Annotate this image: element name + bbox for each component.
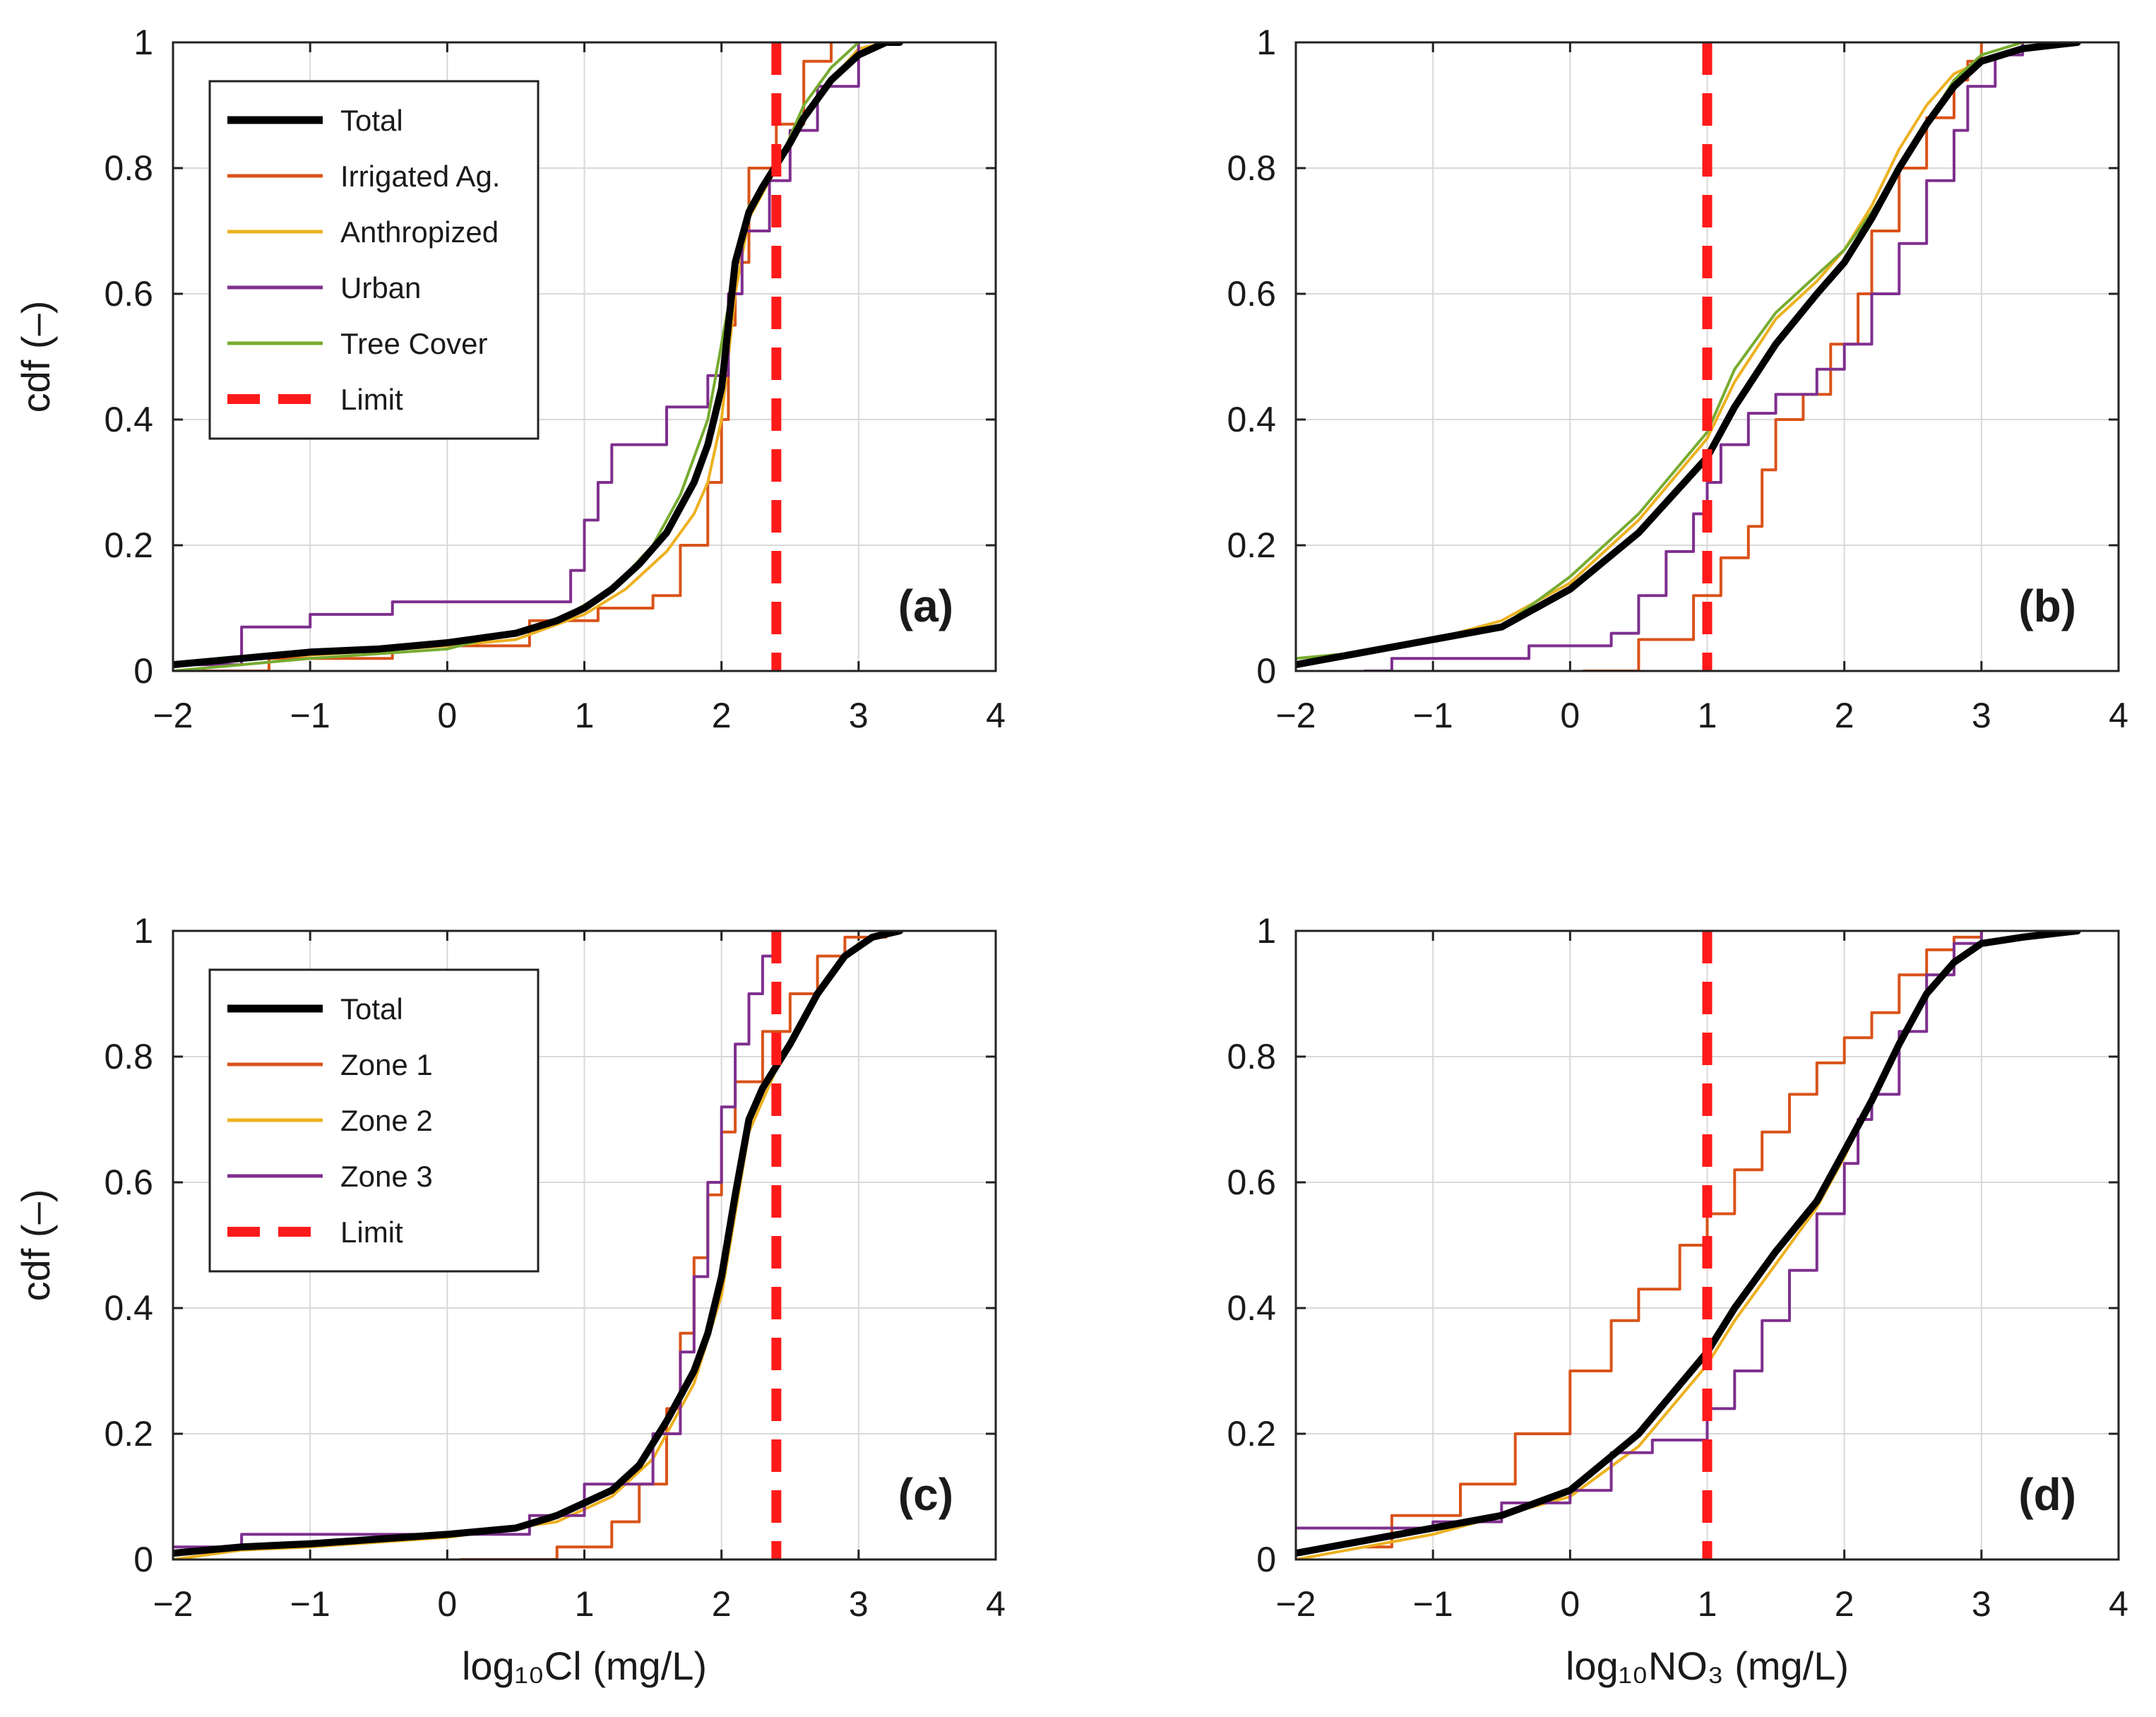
y-tick-label: 0.8 — [104, 1037, 153, 1076]
series-group — [1296, 42, 2081, 671]
y-tick-label: 0.4 — [1227, 400, 1276, 439]
x-tick-label: 2 — [712, 696, 732, 735]
x-tick-label: 3 — [849, 696, 869, 735]
y-tick-label: 0.2 — [1227, 1414, 1276, 1454]
series-line-urban — [1363, 42, 2025, 671]
series-line-anthropized — [1296, 42, 2079, 667]
chart-panel-4: −2 −1 0 1 2 3 4 0 0.2 0.4 0.6 0.8 1 (d) log₁₀NO₃ (mg/L… — [1227, 911, 2128, 1688]
chart-panel-1: −2 −1 0 1 2 3 4 0 0.2 0.4 0.6 0.8 1 (a) cdf (–) Total Ir… — [13, 23, 1006, 735]
x-tick-label: 1 — [575, 696, 595, 735]
y-tick-label: 0.4 — [104, 1288, 153, 1328]
chart-panel-3: −2 −1 0 1 2 3 4 0 0.2 0.4 0.6 0.8 1 (c) cdf (–) log₁₀Cl… — [13, 911, 1006, 1688]
x-axis-label: log₁₀NO₃ (mg/L) — [1566, 1644, 1849, 1688]
y-tick-label: 0 — [1256, 1540, 1276, 1579]
y-tick-label: 0.4 — [104, 400, 153, 439]
y-tick-label: 0.6 — [104, 1163, 153, 1202]
y-tick-label: 1 — [1256, 911, 1276, 951]
x-tick-label: 1 — [1698, 696, 1717, 735]
y-tick-label: 1 — [1256, 23, 1276, 62]
y-tick-label: 1 — [133, 23, 153, 62]
legend-label-irrigated-ag: Irrigated Ag. — [340, 160, 500, 193]
x-tick-label: 4 — [986, 1584, 1006, 1624]
legend-label-total: Total — [340, 992, 403, 1026]
x-tick-label: 0 — [1560, 1584, 1580, 1624]
x-tick-label: −2 — [153, 1584, 193, 1624]
plot-frame — [172, 41, 997, 672]
x-tick-label: 4 — [986, 696, 1006, 735]
legend-label-limit: Limit — [340, 383, 403, 416]
x-tick-label: −1 — [1413, 696, 1453, 735]
x-tick-label: 3 — [849, 1584, 869, 1624]
y-axis-label: cdf (–) — [13, 301, 58, 413]
series-line-zone-3 — [173, 931, 778, 1549]
y-tick-label: 0.8 — [1227, 1037, 1276, 1076]
series-group — [1296, 931, 2081, 1559]
y-tick-label: 0.4 — [1227, 1288, 1276, 1328]
x-tick-label: 4 — [2109, 1584, 2128, 1624]
y-axis-label: cdf (–) — [13, 1189, 58, 1302]
x-tick-label: 0 — [437, 696, 457, 735]
x-tick-label: −2 — [153, 696, 193, 735]
x-tick-label: 1 — [1698, 1584, 1717, 1624]
y-tick-label: 0.6 — [1227, 274, 1276, 314]
panel-label: (b) — [2018, 581, 2076, 631]
series-line-total — [173, 931, 904, 1557]
series-line-total — [1296, 931, 2081, 1557]
x-tick-label: −1 — [1413, 1584, 1453, 1624]
legend-label-tree-cover: Tree Cover — [340, 327, 488, 360]
x-tick-label: 0 — [1560, 696, 1580, 735]
series-line-urban — [173, 42, 860, 667]
y-tick-label: 0.8 — [104, 148, 153, 188]
x-tick-label: −1 — [290, 696, 330, 735]
y-tick-label: 0.8 — [1227, 148, 1276, 188]
series-line-total — [1296, 42, 2081, 669]
legend-label-limit: Limit — [340, 1216, 403, 1249]
legend-label-total: Total — [340, 104, 403, 137]
plot-frame — [1294, 929, 2120, 1561]
series-group — [173, 931, 904, 1559]
plot-frame — [1294, 41, 2120, 672]
panel-label: (c) — [898, 1469, 953, 1520]
x-tick-label: −2 — [1275, 696, 1316, 735]
y-tick-label: 0.6 — [104, 274, 153, 314]
x-tick-label: 4 — [2109, 696, 2128, 735]
series-line-irrigated-ag — [1582, 42, 1983, 671]
x-tick-label: 3 — [1972, 1584, 1991, 1624]
legend-box — [208, 80, 540, 440]
x-tick-label: 2 — [712, 1584, 732, 1624]
legend-label-zone-3: Zone 3 — [340, 1160, 433, 1193]
series-line-total — [173, 42, 904, 669]
y-tick-label: 1 — [133, 911, 153, 951]
legend: Total Irrigated Ag. Anthropized Urban Tree C… — [208, 80, 540, 440]
legend-label-zone-2: Zone 2 — [340, 1104, 433, 1137]
legend-label-zone-1: Zone 1 — [340, 1048, 433, 1081]
x-tick-label: 3 — [1972, 696, 1991, 735]
legend: Total Zone 1 Zone 2 Zone 3 Limit — [208, 968, 540, 1273]
x-tick-label: 2 — [1835, 696, 1854, 735]
panel-label: (d) — [2018, 1469, 2076, 1520]
x-axis-label: log₁₀Cl (mg/L) — [462, 1644, 707, 1688]
series-line-zone-1 — [1363, 931, 1983, 1549]
x-tick-label: 0 — [437, 1584, 457, 1624]
y-tick-label: 0.2 — [104, 525, 153, 565]
legend-label-urban: Urban — [340, 271, 421, 304]
y-tick-label: 0.6 — [1227, 1163, 1276, 1202]
y-tick-label: 0 — [1256, 651, 1276, 691]
chart-panel-2: −2 −1 0 1 2 3 4 0 0.2 0.4 0.6 0.8 1 (b) — [1227, 23, 2128, 735]
y-tick-label: 0.2 — [104, 1414, 153, 1454]
plot-frame — [172, 929, 997, 1561]
x-tick-label: −1 — [290, 1584, 330, 1624]
x-tick-label: 1 — [575, 1584, 595, 1624]
y-tick-label: 0.2 — [1227, 525, 1276, 565]
x-tick-label: −2 — [1275, 1584, 1316, 1624]
legend-label-anthropized: Anthropized — [340, 215, 499, 249]
panel-label: (a) — [898, 581, 953, 631]
x-tick-label: 2 — [1835, 1584, 1854, 1624]
y-tick-label: 0 — [133, 651, 153, 691]
y-tick-label: 0 — [133, 1540, 153, 1579]
